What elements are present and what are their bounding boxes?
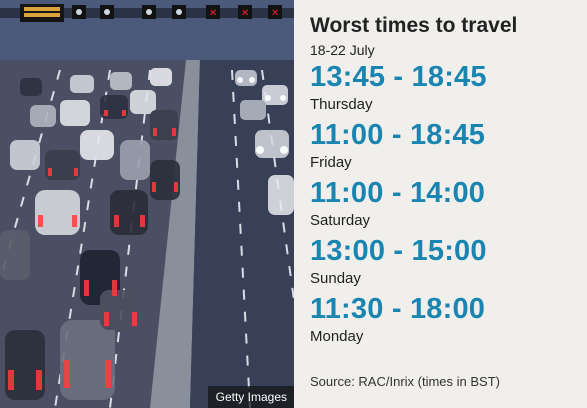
motorway-illustration: ✕ ✕ ✕ — [0, 0, 294, 408]
entry-monday: 11:30 - 18:00 Monday — [310, 291, 580, 347]
traffic-photo: ✕ ✕ ✕ — [0, 0, 294, 408]
day-label: Sunday — [310, 270, 361, 287]
svg-text:✕: ✕ — [241, 8, 249, 19]
entry-thursday: 13:45 - 18:45 Thursday — [310, 59, 580, 115]
day-label: Saturday — [310, 212, 371, 229]
entry-friday: 11:00 - 18:45 Friday — [310, 117, 580, 173]
panel-title: Worst times to travel — [310, 14, 518, 37]
time-range: 11:00 - 18:45 — [310, 119, 486, 151]
day-label: Monday — [310, 328, 364, 345]
time-range: 11:00 - 14:00 — [310, 177, 486, 209]
entry-sunday: 13:00 - 15:00 Sunday — [310, 233, 580, 289]
day-label: Thursday — [310, 96, 373, 113]
time-range: 11:30 - 18:00 — [310, 293, 486, 325]
travel-times-panel: Worst times to travel 18-22 July 13:45 -… — [310, 13, 580, 349]
panel-subtitle: 18-22 July — [310, 42, 375, 58]
svg-text:✕: ✕ — [209, 8, 217, 19]
entry-saturday: 11:00 - 14:00 Saturday — [310, 175, 580, 231]
source-note: Source: RAC/Inrix (times in BST) — [310, 374, 500, 389]
time-range: 13:45 - 18:45 — [310, 61, 487, 93]
svg-text:✕: ✕ — [271, 8, 279, 19]
day-label: Friday — [310, 154, 352, 171]
photo-credit: Getty Images — [207, 386, 294, 408]
time-range: 13:00 - 15:00 — [310, 235, 487, 267]
